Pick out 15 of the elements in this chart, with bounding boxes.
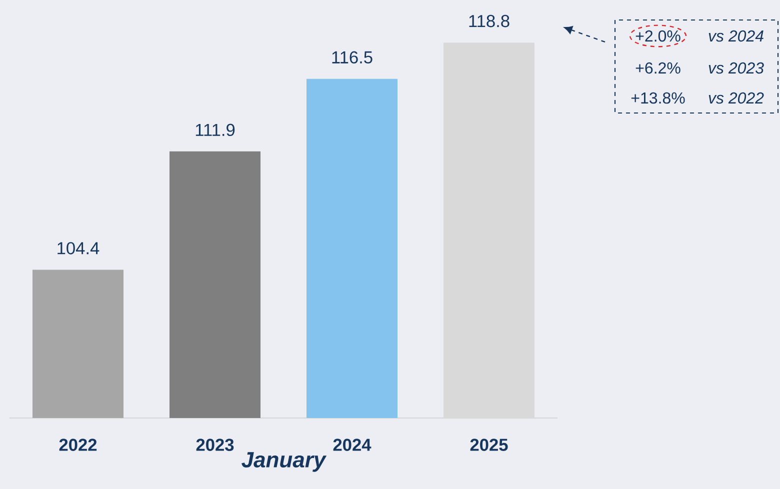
- text: vs 2023: [708, 62, 764, 74]
- data-label: 111.9: [196, 124, 235, 136]
- text: +13.8%: [631, 92, 685, 104]
- x-axis-title: January: [242, 452, 327, 472]
- text: vs 2022: [708, 92, 764, 104]
- x-tick-label: 2022: [59, 438, 97, 451]
- text: vs 2024: [708, 30, 764, 42]
- data-label: 104.4: [58, 242, 100, 254]
- text: +2.0%: [636, 30, 680, 42]
- x-tick-label: 2025: [470, 438, 508, 451]
- x-tick-label: 2024: [333, 438, 372, 451]
- data-label: 116.5: [332, 51, 372, 64]
- x-tick-label: 2023: [196, 438, 234, 451]
- data-label: 118.8: [469, 14, 510, 28]
- text: +6.2%: [636, 62, 680, 74]
